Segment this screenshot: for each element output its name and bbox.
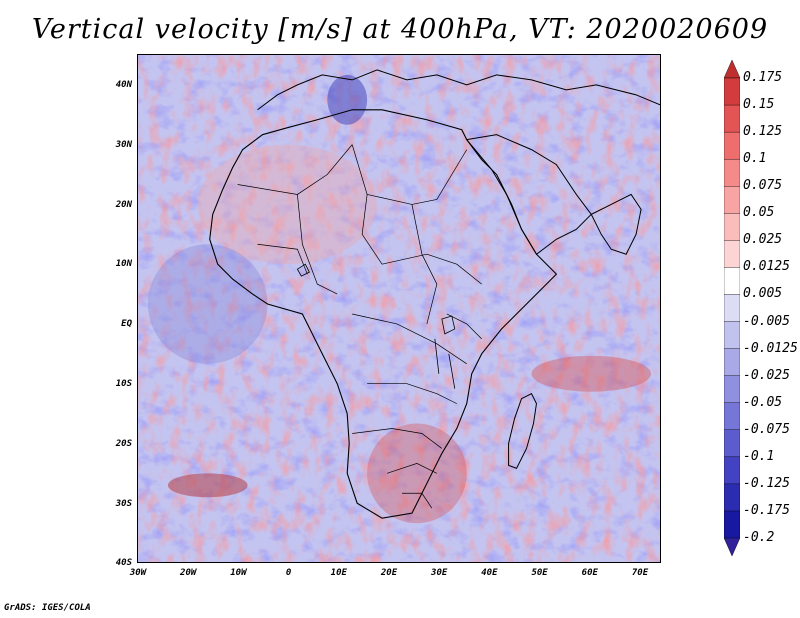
colorbar-tick-label: -0.025	[743, 367, 790, 383]
lon-tick-label: 70E	[631, 568, 649, 578]
lat-tick-label: 20N	[115, 199, 132, 210]
lon-tick-label: 50E	[531, 568, 548, 578]
lon-tick-label: 20E	[380, 568, 398, 578]
colorbar-tick-label: 0.15	[743, 97, 775, 113]
map-panel[interactable]	[137, 54, 661, 563]
colorbar-tick-label: -0.125	[743, 475, 790, 491]
subsidence-zone-tropical-atlantic	[147, 244, 268, 364]
colorbar-tick-label: 0.125	[743, 124, 783, 140]
ascent-zone-southern-africa	[367, 423, 467, 524]
lon-tick-label: 0	[285, 568, 292, 578]
lat-tick-label: EQ	[121, 319, 132, 330]
colorbar-segment	[724, 104, 740, 133]
lon-tick-label: 20W	[180, 568, 197, 578]
europe-coastline	[257, 69, 660, 111]
colorbar-tick-label: -0.2	[743, 530, 775, 545]
colorbar-segment	[724, 158, 740, 187]
map-title: Vertical velocity [m/s] at 400hPa, VT: 2…	[31, 14, 769, 45]
colorbar	[724, 60, 740, 556]
colorbar-bottom-arrow	[724, 537, 740, 556]
colorbar-tick-label: -0.05	[743, 394, 783, 410]
colorbar-segment	[724, 131, 740, 160]
lon-tick-label: 30E	[431, 568, 448, 578]
lon-tick-label: 10E	[330, 568, 347, 578]
colorbar-tick-label: -0.0125	[743, 340, 798, 356]
colorbar-segment	[724, 294, 740, 323]
lakes	[296, 263, 456, 389]
lat-tick-label: 10N	[115, 259, 132, 270]
colorbar-segment	[724, 456, 740, 485]
colorbar-segment	[724, 240, 740, 269]
colorbar-segment	[724, 510, 740, 539]
lon-tick-label: 10W	[230, 568, 247, 578]
colorbar-tick-label: 0.0125	[743, 259, 790, 275]
africa-coastline	[209, 109, 558, 519]
grads-credit: GrADS: IGES/COLA	[4, 603, 91, 613]
colorbar-tick-label: 0.005	[743, 286, 783, 302]
ascent-zone-south-atlantic	[167, 473, 248, 498]
velocity-field-map	[138, 55, 660, 562]
lon-tick-label: 60E	[581, 568, 598, 578]
lon-tick-label: 40E	[481, 568, 498, 578]
colorbar-tick-label: -0.005	[743, 313, 790, 329]
colorbar-segment	[724, 186, 740, 214]
ascent-zone-north-africa	[197, 144, 378, 265]
india-coastline	[590, 193, 642, 255]
colorbar-segment	[724, 483, 740, 512]
colorbar-tick-label: -0.075	[743, 421, 790, 437]
lat-tick-label: 30N	[115, 139, 132, 150]
ascent-zone-indian-ocean	[531, 355, 652, 392]
colorbar-segment	[724, 213, 740, 242]
colorbar-tick-label: 0.175	[743, 70, 783, 85]
colorbar-top-arrow	[724, 60, 740, 79]
colorbar-segment	[724, 375, 740, 404]
lat-tick-label: 40N	[115, 80, 132, 90]
colorbar-segment	[724, 321, 740, 350]
country-borders	[237, 144, 482, 509]
colorbar-segment	[724, 267, 740, 296]
colorbar-tick-label: 0.05	[743, 205, 775, 221]
field-texture-red	[138, 55, 660, 562]
colorbar-segment	[724, 402, 740, 431]
colorbar-segment	[724, 77, 740, 106]
subsidence-zone-mediterranean	[327, 74, 368, 125]
colorbar-tick-label: 0.025	[743, 232, 783, 248]
colorbar-tick-label: -0.1	[743, 448, 775, 464]
colorbar-segment	[724, 348, 740, 377]
madagascar-coastline	[508, 392, 537, 469]
lat-tick-label: 30S	[115, 498, 132, 509]
colorbar-tick-label: 0.075	[743, 178, 783, 194]
colorbar-segment	[724, 429, 740, 458]
lat-tick-label: 10S	[115, 379, 132, 389]
lon-tick-label: 30W	[129, 568, 147, 578]
colorbar-tick-label: -0.175	[743, 502, 790, 518]
lat-tick-label: 40S	[115, 558, 132, 569]
colorbar-tick-label: 0.1	[743, 151, 767, 167]
arabian-peninsula-coastline	[465, 134, 592, 255]
lat-tick-label: 20S	[115, 438, 132, 449]
